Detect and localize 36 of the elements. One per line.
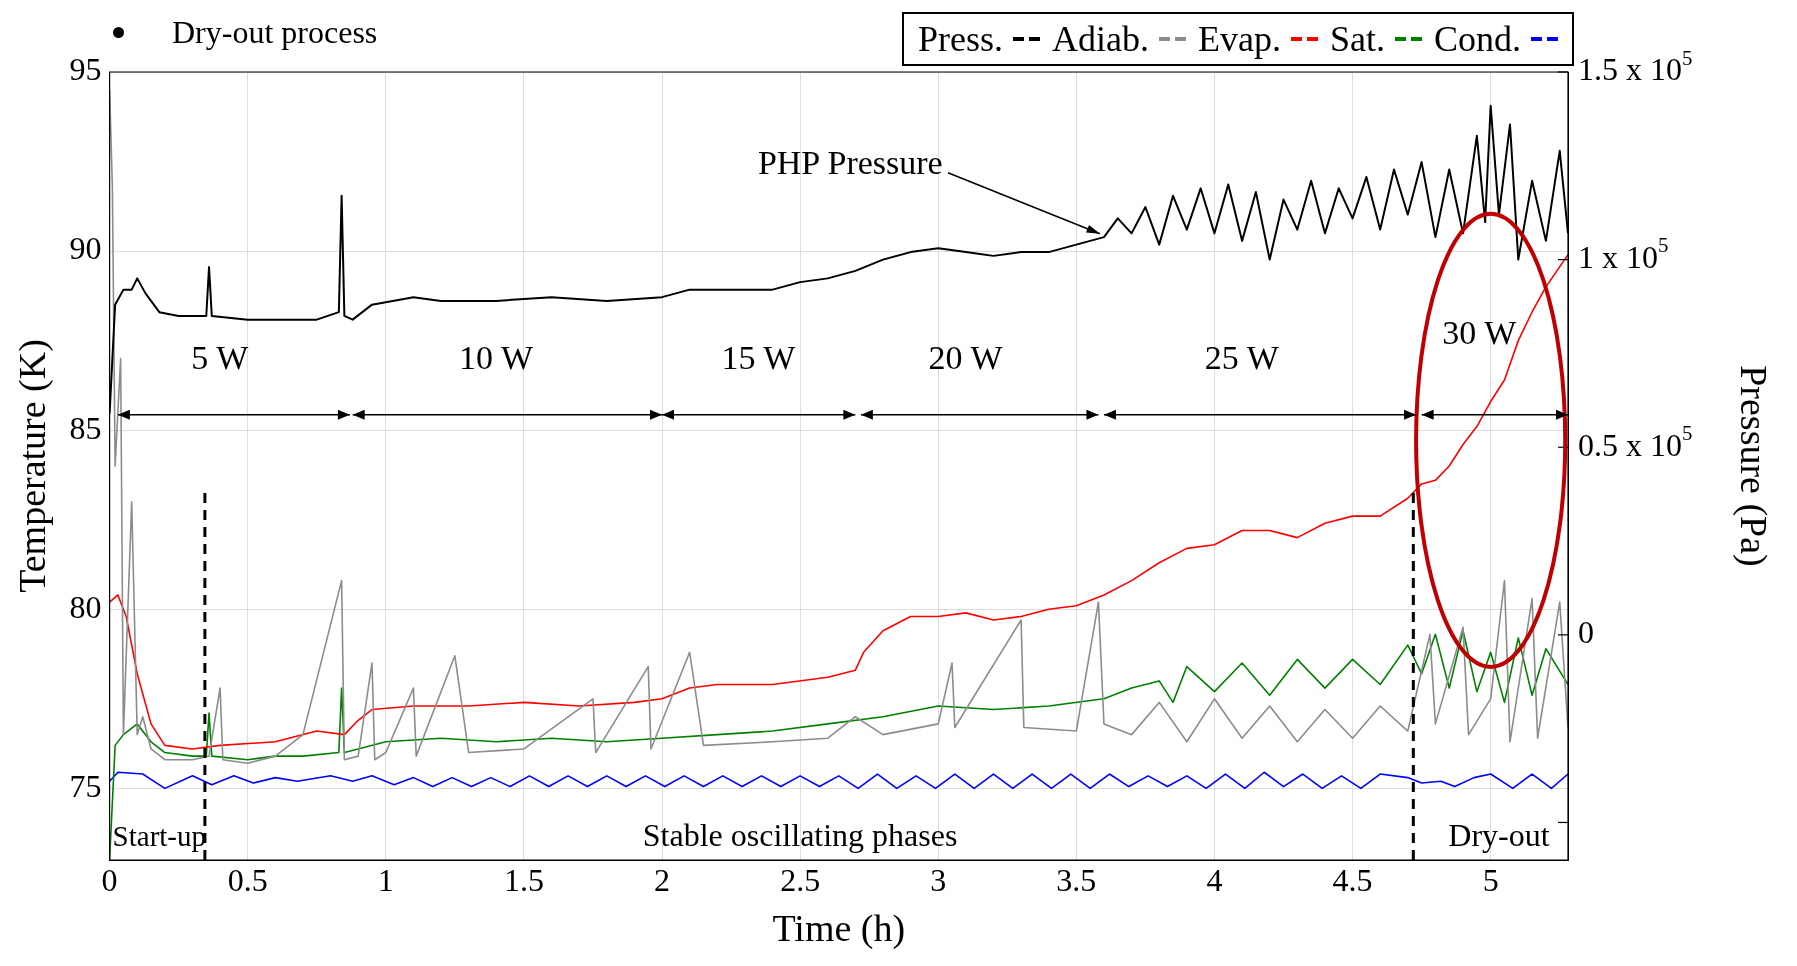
x-tick-label: 2.5 <box>780 861 821 898</box>
annotation: 15 W <box>721 338 797 376</box>
x-tick-label: 5 <box>1482 861 1499 898</box>
y2-axis-title: Pressure (Pa) <box>1732 365 1776 567</box>
annotation: 5 W <box>191 338 250 376</box>
annotation: Dry-out <box>1448 817 1550 854</box>
annotation: Start-up <box>112 819 207 852</box>
x-tick-label: 2 <box>654 861 671 898</box>
legend-label: Evap. <box>1198 18 1281 60</box>
y-tick-label: 90 <box>69 230 102 267</box>
legend-label: Adiab. <box>1052 18 1149 60</box>
x-tick-label: 1 <box>377 861 394 898</box>
y-tick-label: 95 <box>69 51 102 88</box>
legend-label: Press. <box>918 18 1004 60</box>
legend-label: Cond. <box>1433 18 1521 60</box>
x-tick-label: 0.5 <box>227 861 268 898</box>
annotation: 30 W <box>1442 313 1518 351</box>
x-tick-label: 0 <box>101 861 118 898</box>
text: Dry-out process <box>172 13 378 52</box>
y-axis-title: Temperature (K) <box>10 339 54 593</box>
x-axis-title: Time (h) <box>772 907 906 951</box>
x-tick-label: 4 <box>1206 861 1223 898</box>
x-tick-label: 4.5 <box>1332 861 1373 898</box>
annotation: 25 W <box>1204 338 1280 376</box>
y-tick-label: 80 <box>69 588 102 625</box>
y-tick-label: 85 <box>69 409 102 446</box>
annotation: PHP Pressure <box>757 143 943 181</box>
annotation: Stable oscillating phases <box>642 817 958 854</box>
legend-label: Sat. <box>1329 18 1385 60</box>
y-tick-label: 75 <box>69 767 102 804</box>
annotation: 20 W <box>928 338 1004 376</box>
annotation: 10 W <box>459 338 534 376</box>
x-tick-label: 3.5 <box>1056 861 1097 898</box>
x-tick-label: 1.5 <box>503 861 544 898</box>
x-tick-label: 3 <box>930 861 947 898</box>
y2-tick-label: 0 <box>1578 614 1594 651</box>
